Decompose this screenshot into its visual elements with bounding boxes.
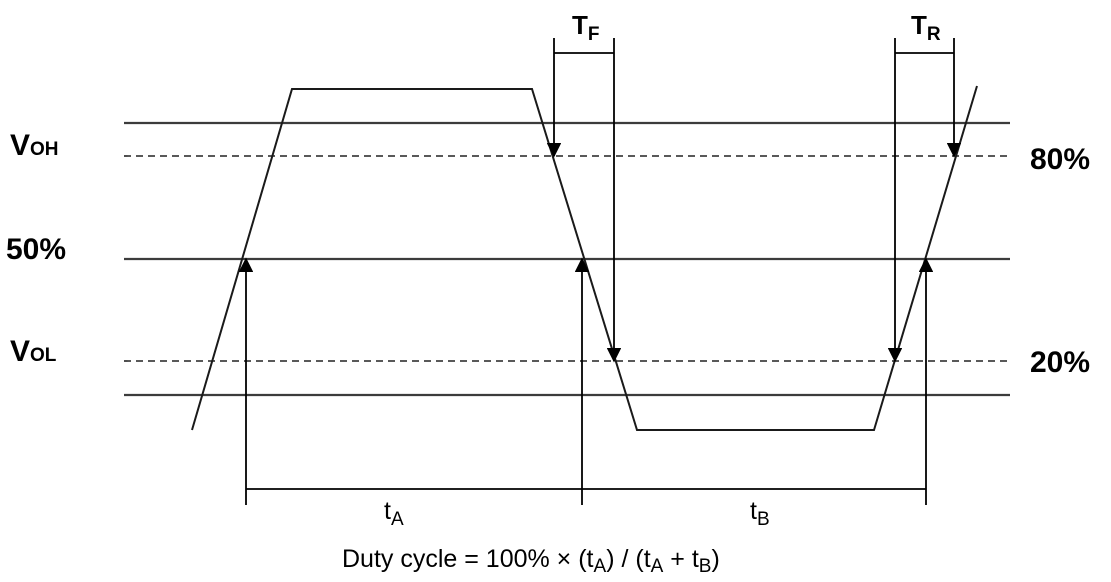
- duty-cycle-formula: Duty cycle = 100% × (tA) / (tA + tB): [342, 545, 720, 577]
- voh-label: VOH: [10, 129, 59, 162]
- ta-label: tA: [384, 497, 404, 530]
- twenty-percent-label: 20%: [1030, 346, 1090, 379]
- tr-label: TR: [911, 10, 941, 45]
- vol-label: VOL: [10, 335, 57, 368]
- tf-label: TF: [572, 10, 600, 45]
- tb-label: tB: [750, 497, 770, 530]
- eighty-percent-label: 80%: [1030, 143, 1090, 176]
- fifty-percent-label: 50%: [6, 233, 66, 266]
